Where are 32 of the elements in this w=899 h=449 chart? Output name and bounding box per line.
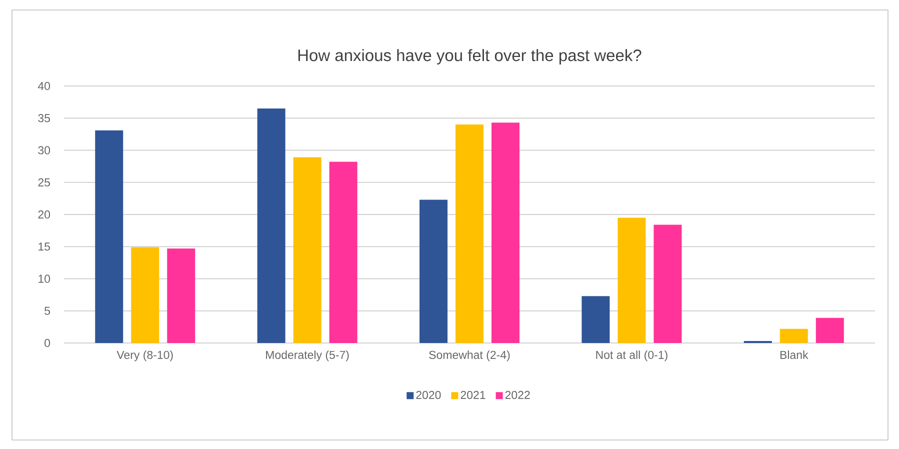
legend-label: 2022 (505, 390, 530, 400)
x-tick-label: Very (8-10) (116, 350, 173, 362)
y-tick-label: 0 (44, 338, 50, 348)
bar (167, 248, 196, 343)
x-tick-label: Moderately (5-7) (266, 350, 349, 362)
bar (131, 247, 160, 343)
bar (492, 122, 520, 343)
bar (654, 224, 682, 343)
x-tick-label: Somewhat (2-4) (429, 350, 510, 362)
x-tick-label: Not at all (0-1) (596, 350, 668, 362)
bar (618, 218, 646, 343)
y-tick-label: 15 (38, 242, 50, 251)
bar (257, 108, 286, 343)
y-tick-label: 20 (38, 210, 50, 219)
y-tick-label: 25 (38, 178, 50, 186)
x-tick-label: Blank (780, 350, 808, 359)
bar (293, 157, 322, 343)
chart-title: How anxious have you felt over the past week? (298, 49, 642, 64)
y-tick-label: 30 (38, 146, 50, 154)
bar (329, 162, 358, 343)
bar (816, 318, 844, 343)
legend-label: 2021 (460, 390, 486, 400)
legend-label: 2020 (416, 390, 441, 400)
y-tick-label: 35 (38, 114, 50, 122)
bar (780, 328, 808, 343)
y-tick-label: 40 (38, 82, 50, 90)
y-tick-label: 10 (38, 274, 50, 283)
bar (582, 296, 610, 343)
bar (420, 200, 448, 343)
bar (95, 130, 124, 343)
y-tick-label: 5 (44, 306, 50, 315)
bar (456, 124, 484, 343)
